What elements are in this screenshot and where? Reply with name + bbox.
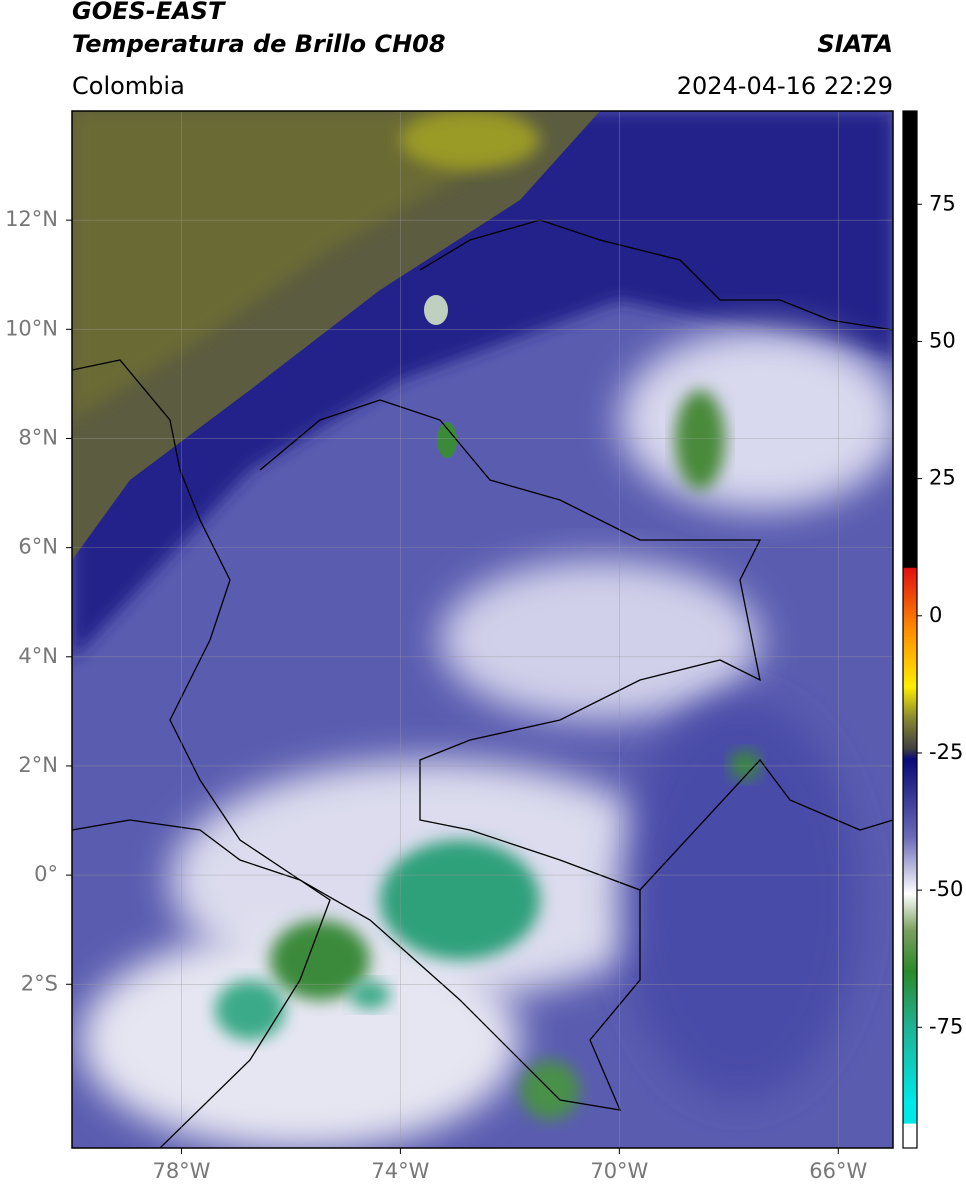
y-tick-label: 10°N: [5, 316, 58, 340]
colorbar-tick-label: -50: [929, 877, 963, 901]
title: GOES-EAST: [72, 0, 226, 25]
datetime: 2024-04-16 22:29: [677, 72, 893, 100]
colorbar-tick-label: 50: [929, 328, 956, 352]
x-tick-label: 66°W: [809, 1159, 867, 1183]
y-tick-label: 12°N: [5, 207, 58, 231]
graticule: [72, 111, 893, 1148]
map-frame: [71, 110, 894, 1149]
colorbar-tick-label: -75: [929, 1014, 963, 1038]
y-tick-label: 2°N: [18, 753, 58, 777]
colorbar-tick-label: -25: [929, 740, 963, 764]
y-tick-label: 0°: [34, 862, 58, 886]
y-tick-label: 4°N: [18, 644, 58, 668]
colorbar-tick-label: 25: [929, 466, 956, 490]
source: SIATA: [817, 30, 893, 58]
x-tick-label: 78°W: [152, 1159, 210, 1183]
subtitle: Temperatura de Brillo CH08: [72, 30, 446, 58]
y-tick-label: 6°N: [18, 535, 58, 559]
colorbar-tick-label: 75: [929, 191, 956, 215]
y-tick-label: 8°N: [18, 425, 58, 449]
x-tick-label: 70°W: [590, 1159, 648, 1183]
x-tick-label: 74°W: [371, 1159, 429, 1183]
satellite-image: [72, 111, 893, 1148]
colorbar: [903, 111, 917, 1148]
colorbar-frame: [902, 110, 918, 1149]
colorbar-tick-label: 0: [929, 603, 942, 627]
y-tick-label: 2°S: [21, 971, 58, 995]
region: Colombia: [72, 72, 185, 100]
